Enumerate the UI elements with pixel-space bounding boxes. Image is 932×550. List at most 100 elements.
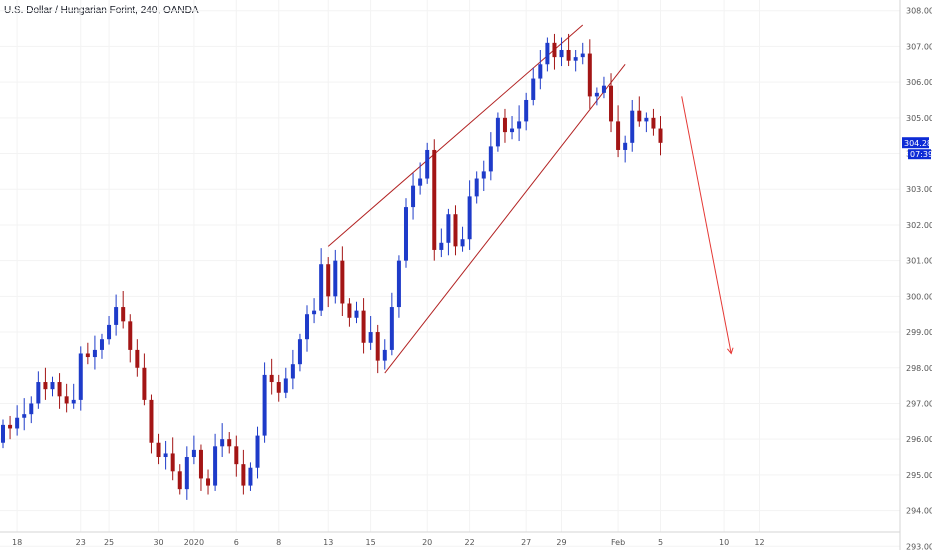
candle-body [580, 53, 585, 58]
candle [50, 376, 55, 397]
candle [29, 396, 34, 424]
candle-body [114, 307, 119, 325]
candle-body [177, 471, 182, 490]
candle-body [361, 310, 366, 343]
candle-body [368, 332, 373, 343]
candle-body [220, 439, 225, 447]
candle-body [566, 49, 571, 61]
candle [248, 462, 253, 491]
candle [481, 160, 486, 192]
candle-body [594, 92, 599, 97]
candle [382, 339, 387, 370]
candle [432, 139, 437, 261]
candle-body [460, 239, 465, 247]
candle [15, 405, 20, 436]
candle-body [411, 185, 416, 208]
candle-body [609, 85, 614, 122]
candle-body [156, 442, 161, 458]
candle [255, 426, 260, 479]
candle-body [290, 364, 295, 379]
candle-body [403, 207, 408, 261]
candle-body [15, 417, 20, 429]
candle [177, 464, 182, 495]
candle [368, 315, 373, 350]
y-tick-label: 300.000 [906, 292, 932, 301]
price-axis[interactable]: 293.000 294.000 295.000 296.000 297.000 298.0… [906, 7, 932, 550]
candle-body [382, 349, 387, 361]
y-tick-label: 306.000 [906, 78, 932, 87]
candle-body [191, 449, 196, 458]
candle [467, 180, 472, 250]
candle-body [255, 435, 260, 468]
candle-body [545, 42, 550, 65]
candle-body [658, 128, 663, 143]
candle [326, 257, 331, 308]
candle-body [510, 128, 515, 133]
candle [340, 246, 345, 316]
candle-body [616, 121, 621, 150]
y-tick-label: 305.000 [906, 114, 932, 123]
candle [333, 249, 338, 304]
candle [43, 367, 48, 400]
candle-body [135, 349, 140, 368]
candle-body [107, 324, 112, 340]
candle [85, 342, 90, 365]
candle-body [389, 307, 394, 350]
arrow-shaft [681, 96, 732, 354]
y-tick-label: 296.000 [906, 435, 932, 444]
candle [156, 433, 161, 465]
candle [580, 42, 585, 65]
candle [227, 432, 232, 454]
candle [290, 349, 295, 390]
candle-body [92, 349, 97, 358]
candle-body [354, 310, 359, 318]
candle [319, 248, 324, 316]
candle [184, 446, 189, 500]
x-tick-label: 5 [658, 538, 663, 547]
candle [651, 108, 656, 136]
candle-body [495, 117, 500, 147]
candle [488, 132, 493, 181]
candle [601, 76, 606, 99]
x-tick-label: 27 [521, 538, 531, 547]
candle [411, 173, 416, 220]
candle [439, 228, 444, 258]
y-tick-label: 307.000 [906, 42, 932, 51]
candle [92, 335, 97, 370]
countdown-box [908, 149, 931, 160]
time-axis[interactable]: 18 23 25 30 2020 6 8 13 15 20 22 27 29 Feb 5 10 12 [12, 538, 765, 547]
candle [234, 435, 239, 477]
candle [1, 419, 5, 449]
candle-body [432, 149, 437, 250]
projection-arrow [681, 96, 734, 355]
candle [276, 374, 281, 402]
candle [644, 112, 649, 133]
candle [206, 469, 211, 495]
candle-body [453, 214, 458, 247]
candle [403, 198, 408, 268]
candle-body [375, 332, 380, 361]
candle [361, 298, 366, 354]
x-tick-label: Feb [611, 538, 625, 547]
candle-body [206, 478, 211, 486]
candle-body [305, 314, 310, 340]
candle-body [312, 310, 317, 315]
candle [354, 301, 359, 324]
candle-body [601, 85, 606, 93]
candle-body [85, 353, 90, 358]
candle-body [467, 196, 472, 240]
x-tick-label: 25 [104, 538, 114, 547]
candle [594, 87, 599, 106]
candle [566, 33, 571, 67]
candle-body [637, 110, 642, 122]
y-tick-label: 299.000 [906, 328, 932, 337]
candle-body [297, 339, 302, 365]
candles [1, 33, 663, 500]
candle-body [43, 382, 48, 390]
candle [418, 162, 423, 195]
x-tick-label: 2020 [184, 538, 204, 547]
x-tick-label: 30 [153, 538, 163, 547]
candle [453, 205, 458, 256]
candle-body [262, 374, 267, 436]
